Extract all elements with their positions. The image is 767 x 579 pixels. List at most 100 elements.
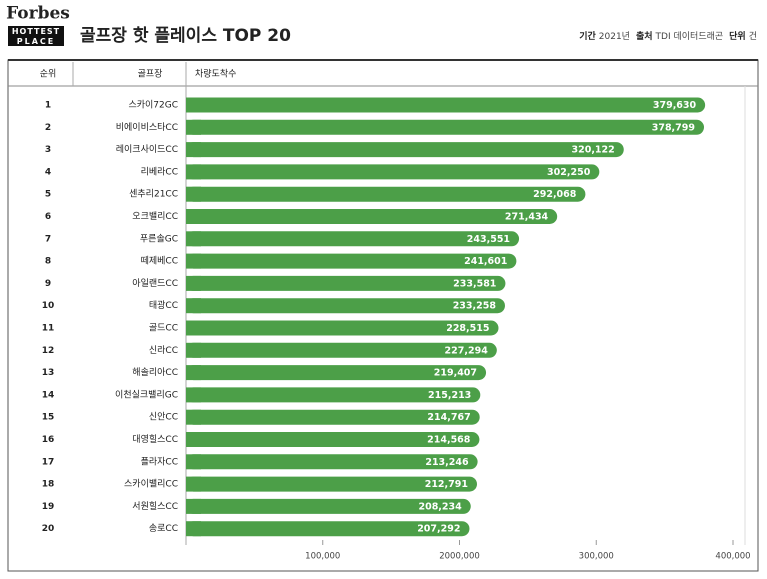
value-label: 212,791 [425,479,468,490]
category-label: 스카이72GC [128,100,178,111]
category-label: 송로CC [149,523,178,534]
category-label: 비에이비스타CC [116,122,178,133]
category-label: 떼제베CC [141,256,178,267]
meta-text: 2021년 [599,31,630,42]
bar-base [186,432,201,447]
column-header: 차량도착수 [195,68,236,80]
rank: 20 [42,524,55,534]
bar [186,409,480,425]
chart-title: 골프장 핫 플레이스 TOP 20 [80,25,291,46]
badge-text: PLACE [17,37,56,46]
category-label: 해솔리아CC [132,367,178,378]
rank: 12 [42,346,55,356]
value-label: 213,246 [425,457,469,468]
value-label: 233,258 [453,301,497,312]
bar [186,142,624,158]
bar [186,498,471,514]
value-label: 233,581 [453,278,496,289]
meta-text: TDI 데이터드래곤 [655,31,724,42]
rank: 9 [45,279,51,289]
bar [186,342,497,358]
logo: Forbes [6,4,70,24]
bar [186,521,470,537]
bar [186,119,705,135]
bar [186,186,586,202]
bar-base [186,409,201,425]
bar [186,298,505,314]
bar [186,231,520,247]
x-tick-label: 400,000 [715,552,750,562]
bar [186,365,487,381]
bar-base [186,231,201,247]
category-label: 신라CC [149,345,178,356]
bar-base [186,342,201,358]
x-tick-label: 300,000 [579,552,614,562]
rank: 18 [42,480,55,490]
rank: 17 [42,457,55,467]
rank: 16 [42,435,55,445]
bar [186,432,480,447]
column-header: 순위 [40,69,57,80]
bar-base [186,142,201,158]
rank: 8 [45,257,51,267]
category-label: 오크밸리CC [132,211,178,222]
value-label: 228,515 [446,323,489,334]
category-label: 푸른솔GC [140,233,178,244]
value-label: 271,434 [505,212,549,223]
value-label: 378,799 [652,122,695,133]
rank: 5 [45,190,51,200]
x-tick-label: 2000,000 [439,552,480,562]
category-label: 아일랜드CC [132,278,178,289]
bar-base [186,521,201,537]
value-label: 227,294 [445,345,489,356]
value-label: 379,630 [653,100,697,111]
x-tick-label: 100,000 [305,552,340,562]
value-label: 207,292 [417,524,460,535]
rank: 13 [42,368,55,378]
value-label: 208,234 [418,501,462,512]
bar-base [186,209,201,224]
category-label: 서원힐스CC [132,500,178,512]
value-label: 292,068 [533,189,577,200]
bar [186,275,506,291]
meta-key: 기간 [579,30,596,42]
category-label: 리베라CC [141,166,178,177]
meta-text: 건 [749,31,757,42]
category-label: 골드CC [149,323,178,334]
bar-base [186,97,201,113]
value-label: 243,551 [467,234,510,245]
category-label: 이천실크밸리GC [115,389,178,400]
bar-base [186,275,201,291]
category-label: 태광CC [149,299,178,311]
frame [7,59,759,572]
rank: 14 [42,390,55,400]
column-header: 골프장 [138,69,163,80]
category-label: 레이크사이드CC [116,144,178,155]
rank: 7 [45,234,51,244]
bar [186,320,499,336]
bar-base [186,164,201,180]
category-label: 대영힐스CC [132,433,178,445]
rank: 15 [42,413,55,423]
bar-base [186,454,201,470]
value-label: 302,250 [547,167,591,178]
rank: 2 [45,123,51,133]
bar [186,209,558,224]
bar [186,454,478,470]
bar-base [186,119,201,135]
category-label: 스카이밸리CC [124,479,178,490]
rank: 11 [42,324,55,334]
rank: 19 [42,502,55,512]
bar [186,97,706,113]
badge-bg [8,36,64,46]
bar-base [186,387,201,403]
value-label: 214,767 [427,412,470,423]
bar-base [186,298,201,314]
rank: 4 [45,167,51,177]
rank: 1 [45,101,51,111]
bar-base [186,365,201,381]
bar [186,164,600,180]
rank: 3 [45,145,51,155]
value-label: 320,122 [571,145,614,156]
